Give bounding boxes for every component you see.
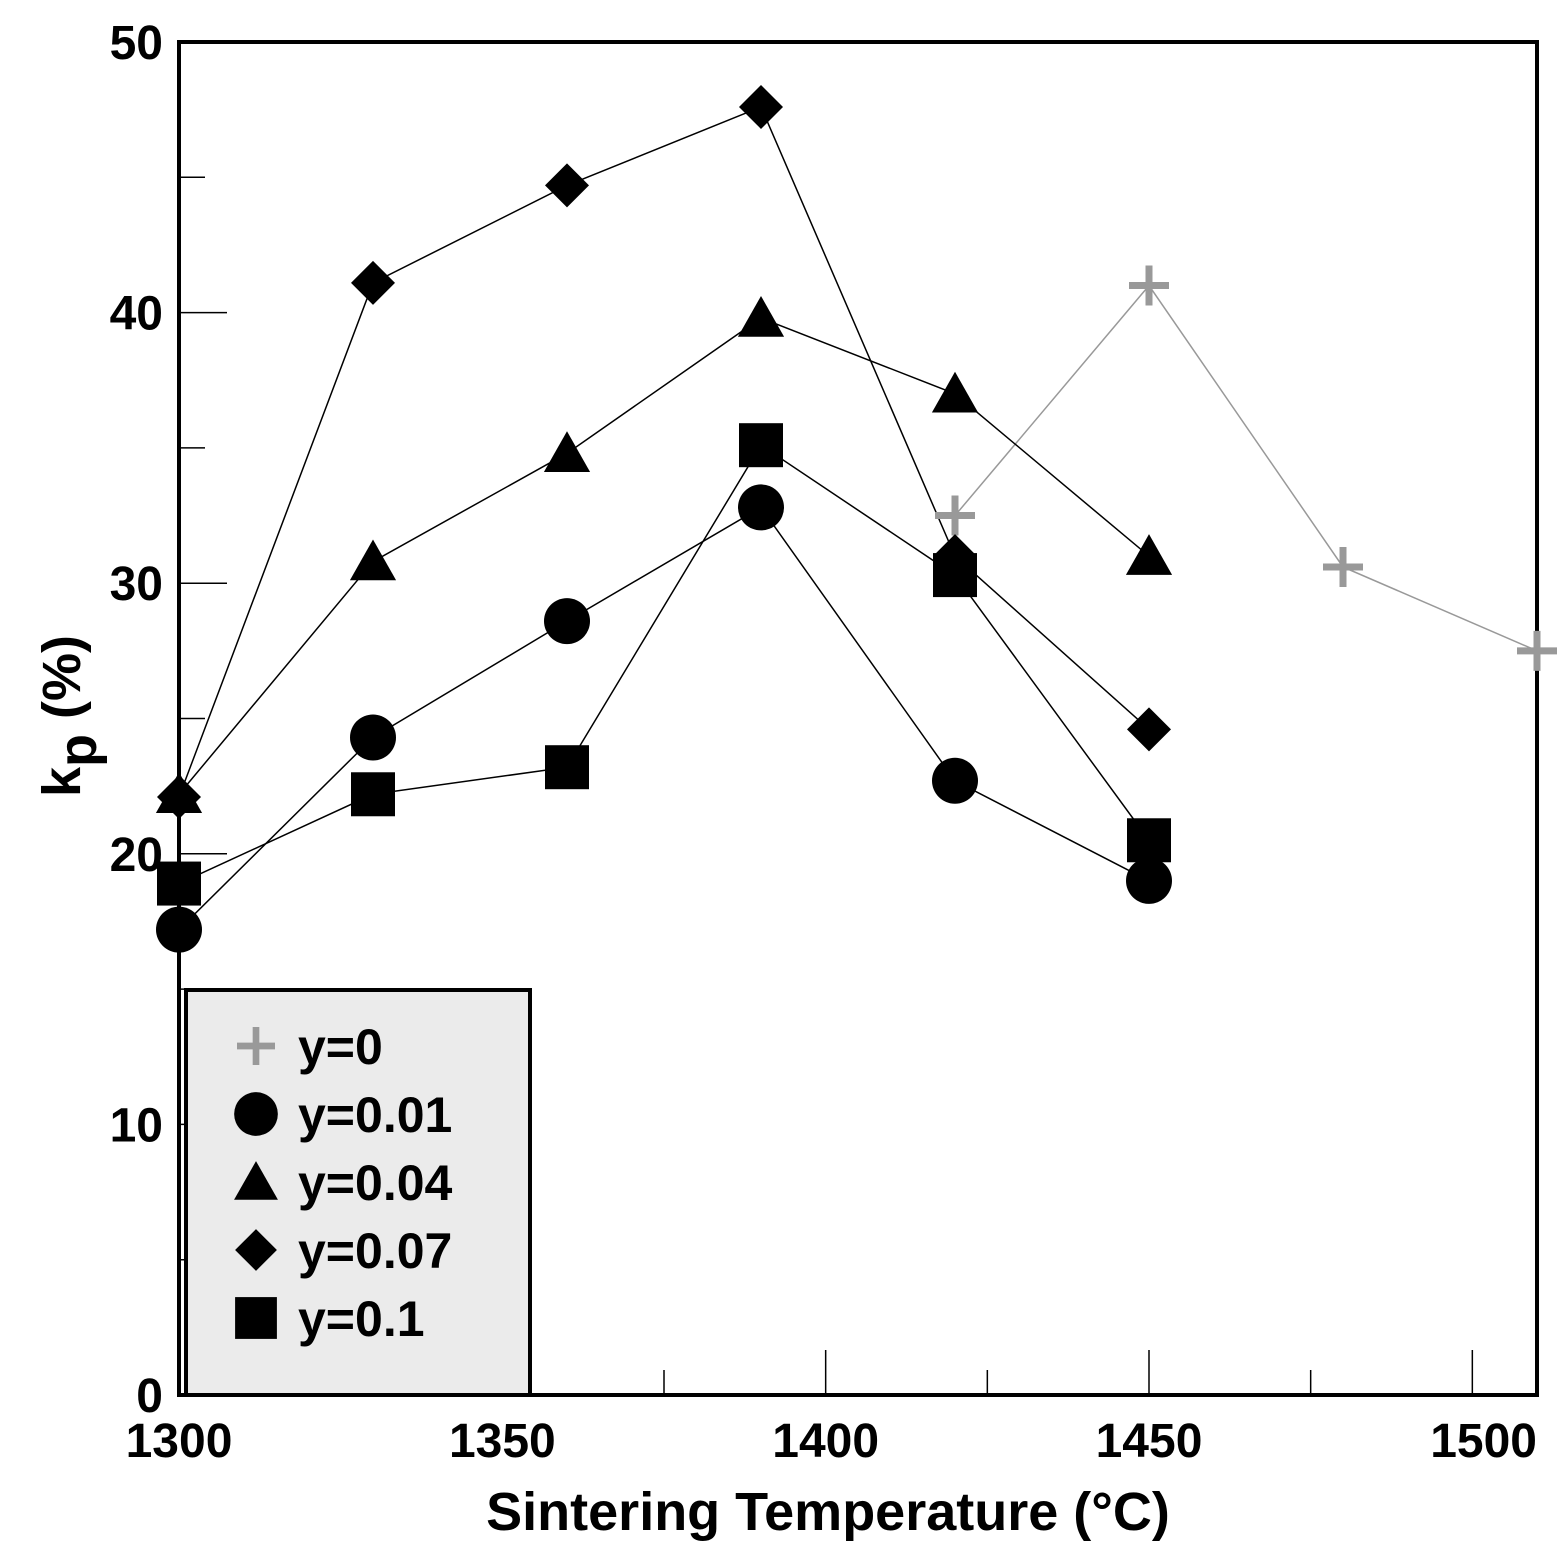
data-point-y=0.01 bbox=[932, 757, 978, 804]
data-point-y=0.1 bbox=[545, 745, 589, 790]
series-line-y=0.04 bbox=[178, 317, 1150, 795]
x-tick-label: 1400 bbox=[772, 1415, 879, 1468]
legend-marker-y=0.07 bbox=[235, 1229, 277, 1271]
series-line-y=0.1 bbox=[178, 444, 1150, 885]
series-markers bbox=[155, 84, 1557, 953]
data-point-y=0.04 bbox=[1125, 534, 1173, 575]
data-point-y=0.04 bbox=[931, 371, 979, 413]
legend-label: y=0.01 bbox=[298, 1087, 452, 1143]
series-line-y=0 bbox=[954, 284, 1538, 652]
x-axis-title: Sintering Temperature (°C) bbox=[486, 1482, 1170, 1542]
y-tick-label: 20 bbox=[110, 829, 163, 882]
data-point-y=0 bbox=[1129, 265, 1169, 306]
data-point-y=0.1 bbox=[351, 772, 395, 817]
data-point-y=0.1 bbox=[933, 553, 977, 598]
legend: y=0 y=0.01 y=0.04 y=0.07 y=0.1 bbox=[184, 988, 532, 1397]
x-tick-label: 1450 bbox=[1096, 1415, 1203, 1468]
y-axis-title-sub: p bbox=[48, 734, 108, 767]
y-tick-label: 40 bbox=[110, 288, 163, 341]
y-tick-label: 10 bbox=[110, 1099, 163, 1152]
x-tick-label: 1350 bbox=[449, 1415, 556, 1468]
series-line-y=0.07 bbox=[178, 105, 1150, 798]
y-axis-title: kp (%) bbox=[32, 635, 108, 797]
x-tick-label: 1300 bbox=[126, 1415, 233, 1468]
data-point-y=0.07 bbox=[545, 163, 589, 208]
y-axis-title-suffix: (%) bbox=[32, 635, 92, 734]
data-point-y=0.07 bbox=[739, 84, 783, 129]
data-point-y=0 bbox=[935, 495, 975, 536]
data-point-y=0 bbox=[1323, 546, 1363, 587]
data-point-y=0.04 bbox=[543, 431, 591, 473]
legend-marker-y=0.1 bbox=[235, 1297, 277, 1339]
data-point-y=0.01 bbox=[544, 598, 590, 645]
data-point-y=0.1 bbox=[739, 423, 783, 468]
data-point-y=0.1 bbox=[1127, 818, 1171, 863]
data-point-y=0.04 bbox=[349, 539, 397, 581]
data-point-y=0.04 bbox=[737, 296, 785, 337]
legend-label: y=0.1 bbox=[298, 1291, 425, 1347]
data-point-y=0.01 bbox=[156, 906, 202, 953]
data-point-y=0.01 bbox=[350, 714, 396, 761]
legend-label: y=0 bbox=[298, 1019, 383, 1075]
data-point-y=0.07 bbox=[351, 260, 395, 305]
data-point-y=0 bbox=[1517, 630, 1557, 671]
data-point-y=0.07 bbox=[1127, 707, 1171, 752]
x-tick-label: 1500 bbox=[1430, 1415, 1537, 1468]
y-axis-title-main: k bbox=[32, 766, 92, 797]
y-tick-label: 50 bbox=[110, 17, 163, 70]
data-point-y=0.07 bbox=[157, 774, 201, 819]
data-point-y=0.1 bbox=[157, 861, 201, 906]
legend-label: y=0.04 bbox=[298, 1155, 453, 1211]
legend-marker-y=0.01 bbox=[234, 1092, 278, 1136]
legend-marker-y=0.04 bbox=[234, 1161, 278, 1200]
y-tick-label: 0 bbox=[136, 1370, 163, 1423]
tick-labels: 1300 1350 1400 1450 1500 0 10 20 30 40 50 bbox=[110, 17, 1537, 1468]
series-lines bbox=[178, 105, 1538, 931]
data-point-y=0.01 bbox=[738, 484, 784, 531]
legend-label: y=0.07 bbox=[298, 1223, 452, 1279]
y-tick-label: 30 bbox=[110, 558, 163, 611]
data-point-y=0.01 bbox=[1126, 857, 1172, 904]
series-line-y=0.01 bbox=[178, 506, 1150, 931]
legend-marker-y=0 bbox=[237, 1027, 275, 1066]
